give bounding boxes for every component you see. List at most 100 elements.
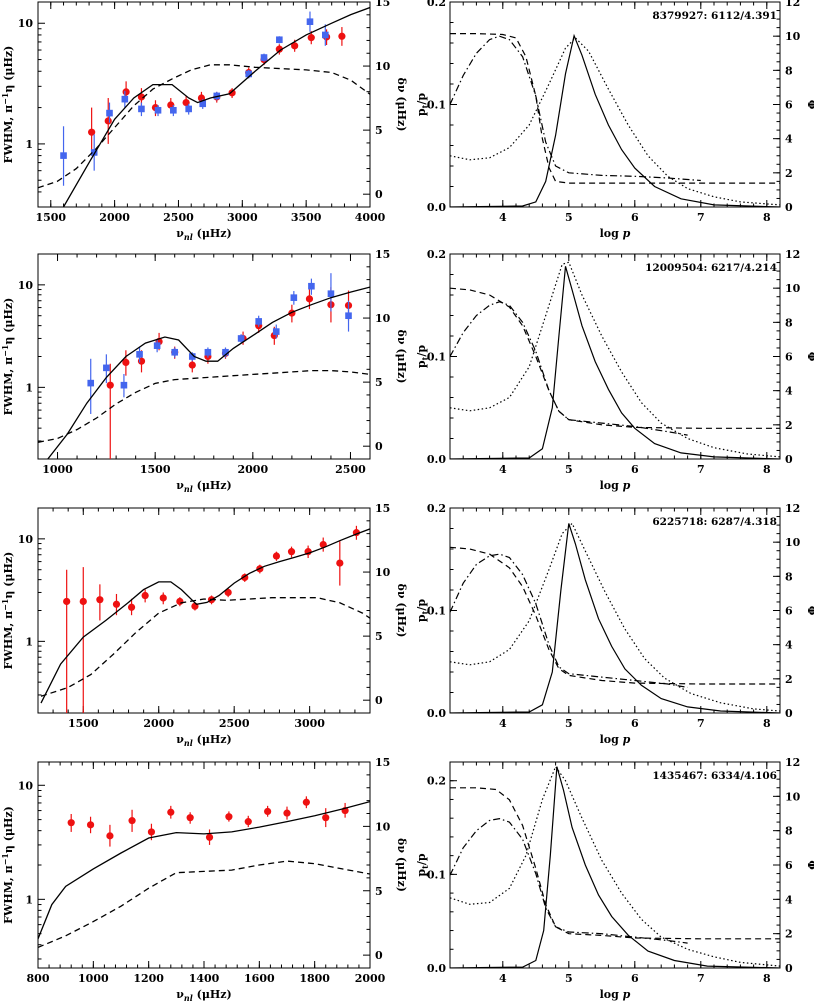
- blue-data-point: [272, 328, 280, 335]
- x-tick-label: 7: [697, 211, 705, 224]
- y2-tick-label: 0: [785, 201, 793, 214]
- blue-data-point: [222, 348, 229, 356]
- blue-data-point: [60, 152, 67, 159]
- red-data-point: [147, 828, 156, 836]
- y-axis-label: pt/p: [415, 853, 430, 876]
- phi-curve-dashed: [450, 33, 780, 184]
- y2-tick-label: 0: [375, 440, 383, 453]
- y2-tick-label: 8: [785, 570, 793, 583]
- red-data-point: [106, 832, 114, 840]
- y2-tick-label: 0: [375, 188, 383, 201]
- y2-tick-label: 10: [785, 790, 801, 803]
- red-data-point: [122, 358, 130, 367]
- y2-tick-label: 0: [375, 949, 383, 962]
- y2-tick-label: 0: [785, 453, 793, 466]
- blue-data-point: [106, 109, 113, 117]
- y2-tick-label: 10: [375, 566, 391, 579]
- star-id-label: 6225718: 6287/4.318: [652, 516, 777, 528]
- model-curve-solid: [40, 528, 370, 704]
- red-data-point: [302, 798, 310, 806]
- phi-curve-dashdot: [450, 301, 688, 436]
- y2-tick-label: 15: [375, 0, 390, 9]
- x-tick-label: 1500: [35, 211, 66, 224]
- blue-data-point: [199, 100, 207, 108]
- y-tick-label: 1: [25, 635, 33, 648]
- right-panel-1: 4 5 6 7 8 0.0 0.1 0.2 0 2 4 6 8 10 12 pt/p log p Φ 8379927…: [415, 0, 814, 240]
- blue-data-point: [120, 381, 128, 389]
- blue-data-point: [306, 18, 314, 25]
- blue-data-point: [136, 351, 143, 358]
- y2-tick-label: 15: [375, 502, 390, 515]
- blue-data-point: [153, 342, 161, 349]
- y2-tick-label: 2: [785, 928, 793, 941]
- y2-tick-label: 4: [785, 133, 793, 146]
- curve-dotted: [450, 37, 780, 206]
- plot-area: [38, 273, 370, 459]
- left-panel-2: 1000 1500 2000 2500 1 10 0 5 10 15 FWHM, π−1η (μHz…: [0, 248, 408, 494]
- x-tick-label: 4: [499, 211, 507, 224]
- red-data-point: [205, 833, 214, 841]
- y2-axis-label: δν (μHz): [395, 838, 408, 892]
- x-tick-label: 1400: [189, 972, 220, 985]
- delta-nu-curve-dashed: [38, 860, 370, 948]
- y2-tick-label: 12: [785, 756, 800, 769]
- x-tick-label: 4: [499, 717, 507, 730]
- y2-tick-label: 4: [785, 893, 793, 906]
- curve-dotted: [450, 261, 780, 458]
- right-panel-2: 4 5 6 7 8 0.0 0.1 0.2 0 2 4 6 8 10 12 pt/p log p Φ 1200950…: [415, 248, 814, 492]
- x-axis-label: log p: [600, 733, 631, 746]
- blue-data-point: [245, 70, 252, 78]
- y-tick-label: 0.2: [427, 502, 446, 515]
- red-data-point: [137, 93, 146, 101]
- model-curve-solid: [47, 286, 370, 459]
- red-data-point: [272, 552, 281, 560]
- x-axis-label: νnl (μHz): [176, 227, 231, 242]
- blue-data-point: [170, 106, 177, 114]
- y-axis-label: FWHM, π−1η (μHz): [0, 552, 15, 670]
- phi-curve-dashed: [450, 787, 780, 940]
- red-data-point: [322, 814, 330, 822]
- y-tick-label: 0.0: [427, 453, 446, 466]
- right-panel-3: 4 5 6 7 8 0.0 0.1 0.2 0 2 4 6 8 10 12 pt/p log p Φ 6225718…: [415, 502, 814, 746]
- blue-data-point: [185, 105, 192, 113]
- blue-data-point: [322, 31, 329, 39]
- phi-curve-dashdot: [450, 35, 701, 182]
- right-panel-4: 4 5 6 7 8 0.0 0.1 0.2 0 2 4 6 8 10 12 pt/p log p Φ 1435467…: [415, 756, 814, 1001]
- x-tick-label: 800: [27, 972, 50, 985]
- x-tick-label: 4: [499, 463, 507, 476]
- red-data-point: [79, 597, 87, 606]
- x-tick-label: 1200: [133, 972, 164, 985]
- phi-curve-dashed: [450, 287, 780, 429]
- red-data-point: [141, 591, 149, 600]
- y2-axis-label: δν (μHz): [395, 330, 408, 384]
- red-data-point: [63, 597, 71, 606]
- y-axis-label: FWHM, π−1η (μHz): [0, 806, 15, 924]
- phi-curve-dashed: [450, 546, 780, 685]
- x-tick-label: 2000: [99, 211, 130, 224]
- x-tick-label: 8: [763, 972, 771, 985]
- y2-tick-label: 6: [785, 351, 793, 364]
- x-tick-label: 1500: [140, 463, 171, 476]
- x-tick-label: 8: [763, 211, 771, 224]
- y2-tick-label: 8: [785, 64, 793, 77]
- y2-tick-label: 15: [375, 248, 390, 261]
- y2-tick-label: 0: [785, 707, 793, 720]
- x-tick-label: 3000: [227, 211, 258, 224]
- y-tick-label: 0.1: [427, 99, 446, 112]
- delta-nu-curve-dashed: [40, 597, 370, 697]
- red-data-point: [225, 813, 233, 821]
- star-id-label: 12009504: 6217/4.214: [645, 262, 777, 274]
- x-tick-label: 7: [697, 717, 705, 730]
- blue-data-point: [154, 106, 162, 114]
- y-tick-label: 0.0: [427, 962, 446, 975]
- curve-solid: [450, 523, 780, 713]
- y-axis-label: pt/p: [415, 599, 430, 622]
- star-id-label: 1435467: 6334/4.106: [652, 770, 777, 782]
- blue-data-point: [213, 92, 221, 100]
- phi-curve-dashdot: [450, 553, 688, 688]
- x-tick-label: 2000: [238, 463, 269, 476]
- red-data-point: [96, 596, 104, 604]
- plot-area: [38, 6, 370, 207]
- red-data-point: [86, 821, 95, 829]
- y-tick-label: 0.1: [427, 605, 446, 618]
